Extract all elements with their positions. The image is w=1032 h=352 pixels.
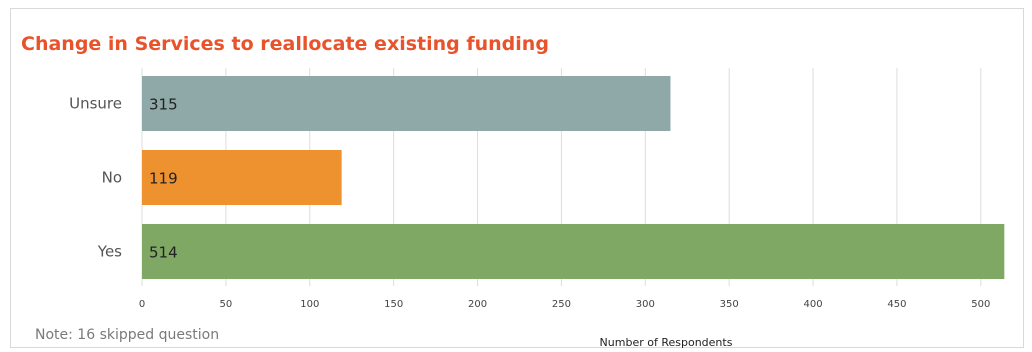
- x-tick-label: 450: [887, 299, 906, 310]
- x-tick-label: 250: [552, 299, 571, 310]
- x-tick-label: 50: [220, 299, 233, 310]
- x-tick-label: 150: [384, 299, 403, 310]
- category-label: Unsure: [69, 95, 122, 113]
- x-tick-label: 300: [636, 299, 655, 310]
- data-label: 119: [149, 170, 178, 188]
- bars: [142, 76, 1005, 279]
- x-tick-label: 500: [971, 299, 990, 310]
- bar-yes: [142, 224, 1005, 279]
- bar-unsure: [142, 76, 671, 131]
- x-tick-label: 100: [300, 299, 319, 310]
- chart-title: Change in Services to reallocate existin…: [21, 33, 549, 55]
- bar-no: [142, 150, 342, 205]
- x-tick-label: 0: [139, 299, 145, 310]
- x-tick-label: 400: [804, 299, 823, 310]
- category-label: No: [102, 169, 122, 187]
- labels: 0 50 100 150 200 250 300 350 400 450 500 Unsure 315 N…: [69, 95, 990, 311]
- x-tick-label: 200: [468, 299, 487, 310]
- x-axis-title: Number of Respondents: [600, 336, 733, 349]
- x-tick-label: 350: [720, 299, 739, 310]
- data-label: 315: [149, 96, 178, 114]
- category-label: Yes: [97, 243, 122, 261]
- note-text: Note: 16 skipped question: [35, 327, 220, 343]
- data-label: 514: [149, 244, 178, 262]
